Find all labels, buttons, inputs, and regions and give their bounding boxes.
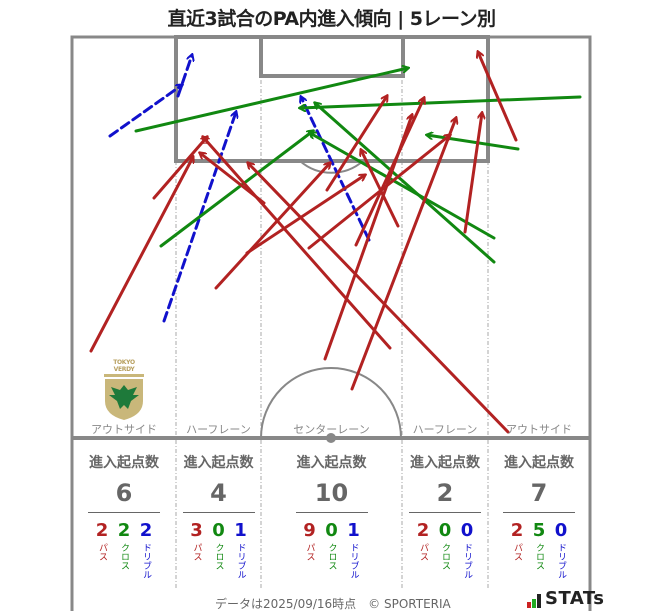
bar-chart-icon — [527, 594, 541, 608]
pass-arrow — [478, 52, 518, 142]
pass-arrow — [325, 96, 387, 192]
lane-dividers — [175, 80, 489, 590]
stats-header: 進入起点数 — [504, 455, 574, 471]
lane-stats-halfspace-right: 進入起点数 2 2 パス 0 クロス 0 ドリブル — [402, 452, 488, 579]
stats-total: 4 — [210, 479, 227, 507]
pass-label: パス — [304, 543, 315, 561]
pass-count: 3 — [190, 520, 203, 541]
stats-total: 2 — [436, 479, 454, 507]
pass-arrow — [248, 163, 510, 434]
dribble-arrow — [301, 97, 371, 242]
stats-total: 7 — [530, 479, 548, 507]
pass-arrow — [203, 137, 392, 350]
stats-header: 進入起点数 — [296, 455, 367, 471]
lane-label-outside-left: アウトサイド — [91, 423, 157, 436]
dribble-label: ドリブル — [556, 543, 566, 579]
pass-count: 9 — [303, 520, 316, 541]
stats-header: 進入起点数 — [183, 455, 254, 471]
dribble-label: ドリブル — [462, 543, 472, 579]
dribble-count: 2 — [139, 520, 153, 541]
lane-stats-outside-left: 進入起点数 6 2 パス 2 クロス 2 ドリブル — [72, 452, 176, 579]
team-crest: TOKYO VERDY — [103, 359, 145, 425]
cross-arrow — [427, 135, 520, 151]
cross-arrow — [310, 133, 496, 240]
cross-arrow — [134, 68, 408, 133]
lane-label-center: センターレーン — [293, 423, 370, 436]
stats-logo-text: STATs — [545, 588, 605, 609]
dribble-arrow — [176, 55, 192, 98]
pass-arrow — [307, 135, 450, 250]
dribble-label: ドリブル — [141, 543, 151, 579]
pass-arrow — [350, 118, 456, 391]
dribble-count: 0 — [460, 520, 474, 541]
dribble-label: ドリブル — [235, 543, 246, 579]
cross-label: クロス — [119, 543, 129, 570]
lane-label-halfspace-left: ハーフレーン — [186, 423, 251, 436]
dribble-count: 1 — [347, 520, 360, 541]
cross-label: クロス — [440, 543, 450, 570]
divider — [182, 512, 255, 513]
divider — [409, 512, 481, 513]
pass-count: 2 — [510, 520, 524, 541]
cross-count: 2 — [117, 520, 131, 541]
divider — [295, 512, 368, 513]
pass-count: 2 — [416, 520, 430, 541]
pass-arrow — [463, 113, 482, 234]
stats-header: 進入起点数 — [89, 455, 159, 471]
pass-arrow — [361, 150, 400, 228]
stats-header: 進入起点数 — [410, 455, 480, 471]
lane-stats-outside-right: 進入起点数 7 2 パス 5 クロス 0 ドリブル — [488, 452, 590, 579]
pass-arrow — [152, 137, 207, 200]
pass-label: パス — [191, 543, 202, 561]
pass-count: 2 — [95, 520, 109, 541]
lane-label-halfspace-right: ハーフレーン — [412, 423, 478, 436]
cross-count: 0 — [438, 520, 452, 541]
stats-total: 6 — [115, 479, 133, 507]
stats-logo: STATs — [527, 590, 604, 608]
lane-stats-center: 進入起点数 10 9 パス 0 クロス 1 ドリブル — [261, 452, 402, 579]
cross-arrow — [300, 95, 582, 108]
cross-label: クロス — [534, 543, 544, 570]
cross-arrow — [159, 131, 313, 248]
team-name: TOKYO VERDY — [113, 359, 135, 373]
divider — [503, 512, 575, 513]
cross-label: クロス — [326, 543, 337, 570]
dribble-count: 1 — [234, 520, 247, 541]
divider — [88, 512, 160, 513]
stats-total: 10 — [314, 479, 349, 507]
center-spot — [326, 433, 336, 443]
dribble-arrow — [108, 85, 182, 138]
eagle-crest-icon — [104, 374, 144, 420]
entry-arrows — [89, 52, 582, 434]
lane-stats-halfspace-left: 進入起点数 4 3 パス 0 クロス 1 ドリブル — [176, 452, 261, 579]
cross-arrow — [315, 103, 496, 264]
dribble-count: 0 — [554, 520, 568, 541]
pass-label: パス — [97, 543, 107, 561]
pass-arrow — [89, 157, 193, 353]
cross-count: 0 — [212, 520, 225, 541]
cross-label: クロス — [213, 543, 224, 570]
pass-arrow — [354, 98, 424, 247]
cross-count: 0 — [325, 520, 338, 541]
pass-label: パス — [512, 543, 522, 561]
pass-label: パス — [418, 543, 428, 561]
pass-arrow — [245, 175, 365, 255]
lane-label-outside-right: アウトサイド — [506, 423, 572, 436]
dribble-label: ドリブル — [348, 543, 359, 579]
pass-arrow — [214, 163, 330, 290]
cross-count: 5 — [532, 520, 546, 541]
chart-title: 直近3試合のPA内進入傾向 | 5レーン別 — [167, 8, 496, 30]
footer-credit: データは2025/09/16時点 © SPORTERIA — [215, 597, 451, 611]
